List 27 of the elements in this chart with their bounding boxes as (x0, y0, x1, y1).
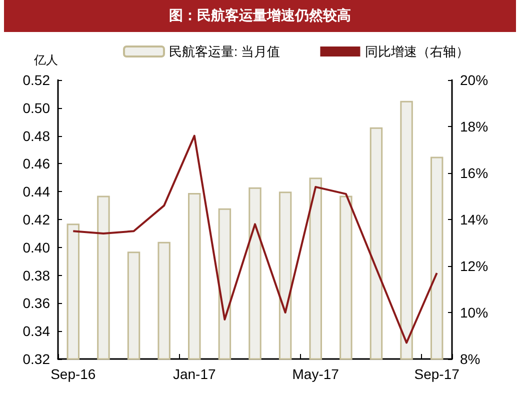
y-tick-label: 0.38 (22, 267, 50, 284)
y-tick-label: 0.36 (22, 295, 50, 312)
y2-tick-label: 16% (460, 165, 488, 181)
y-axis-title: 亿人 (33, 53, 58, 67)
y-tick-label: 0.50 (22, 100, 50, 116)
y-tick-label: 0.52 (22, 72, 50, 88)
x-tick-label: Jan-17 (172, 366, 216, 382)
y-tick-label: 0.46 (22, 156, 50, 172)
y-tick-label: 0.32 (22, 351, 50, 367)
y-tick-label: 0.48 (22, 128, 50, 144)
y2-tick-label: 20% (460, 72, 488, 88)
y-tick-label: 0.44 (22, 184, 50, 200)
y-tick-label: 0.34 (22, 323, 50, 340)
x-tick-label: May-17 (292, 366, 340, 382)
legend-label: 同比增速（右轴） (365, 44, 470, 59)
chart-title: 图：民航客运量增速仍然较高 (4, 0, 516, 32)
y2-tick-label: 12% (460, 258, 488, 274)
x-tick-label: Sep-16 (50, 366, 96, 382)
y2-tick-label: 8% (460, 351, 480, 367)
y2-tick-label: 10% (460, 304, 488, 320)
y-tick-label: 0.40 (22, 239, 50, 256)
line-series (72, 134, 438, 344)
y-tick-label: 0.42 (22, 212, 50, 228)
x-tick-label: Sep-17 (414, 366, 460, 382)
legend-label: 民航客运量: 当月值 (169, 44, 280, 59)
y2-tick-label: 18% (460, 118, 488, 134)
y2-tick-label: 14% (460, 212, 488, 228)
